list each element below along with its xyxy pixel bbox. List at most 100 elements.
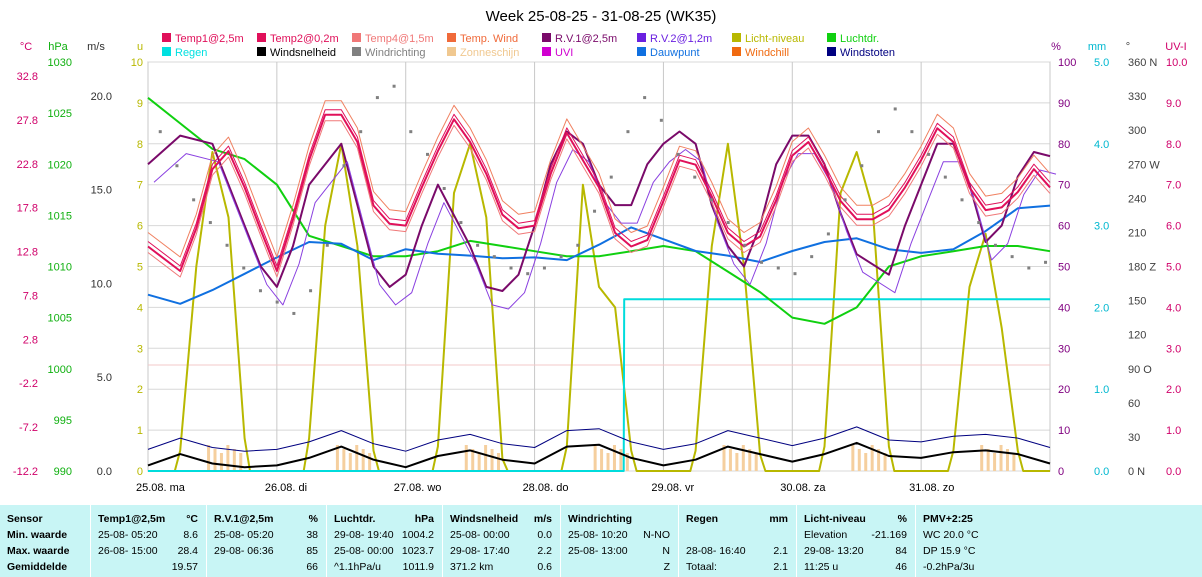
summary-row: 25-08- 05:20 8.6 <box>91 528 206 542</box>
summary-cell-label: 29-08- 06:36 <box>214 545 274 557</box>
sunshine-bar <box>741 445 745 471</box>
light-tick: 8 <box>137 139 143 151</box>
wind-direction-dot <box>325 243 329 247</box>
summary-cell-label: 26-08- 15:00 <box>98 545 158 557</box>
wind-direction-dot <box>843 198 847 202</box>
summary-header-label: Sensor <box>7 513 43 525</box>
summary-header-unit: hPa <box>414 513 434 525</box>
summary-column: PMV+2:25 WC 20.0 °C DP 15.9 °C -0.2hPa/3u <box>915 505 1202 577</box>
humidity-tick: 60 <box>1058 221 1070 233</box>
rv1-line <box>147 130 1051 292</box>
uv-tick: 2.0 <box>1166 384 1181 396</box>
wind-tick: 5.0 <box>97 372 112 384</box>
summary-header-label: Windrichting <box>568 513 633 525</box>
uv-tick: 1.0 <box>1166 425 1181 437</box>
humidity-tick: 80 <box>1058 139 1070 151</box>
summary-cell-value: 84 <box>895 545 907 557</box>
summary-row: Totaal: 2.1 <box>679 560 796 574</box>
temp-unit: °C <box>20 41 32 53</box>
pressure-tick: 1020 <box>48 159 72 171</box>
summary-column: R.V.1@2,5m% 25-08- 05:20 38 29-08- 06:36 85 6… <box>206 505 326 577</box>
direction-tick: 270 W <box>1128 159 1160 171</box>
sunshine-bar <box>748 449 752 471</box>
uv-tick: 5.0 <box>1166 262 1181 274</box>
uv-tick: 6.0 <box>1166 221 1181 233</box>
light-tick: 4 <box>137 302 143 314</box>
summary-header: PMV+2:25 <box>916 512 1202 526</box>
legend-swatch <box>542 47 551 56</box>
pressure-unit: hPa <box>48 41 68 53</box>
temp-tick: 32.8 <box>17 71 38 83</box>
summary-header-label: Regen <box>686 513 719 525</box>
summary-row: DP 15.9 °C <box>916 544 1202 558</box>
sunshine-bar <box>239 453 243 471</box>
summary-row: 25-08- 13:00 N <box>561 544 678 558</box>
sunshine-bar <box>348 453 352 471</box>
summary-cell-label: 25-08- 05:20 <box>98 529 158 541</box>
sunshine-bar <box>754 453 758 471</box>
summary-row: ^1.1hPa/u 1011.9 <box>327 560 442 574</box>
summary-cell-value: 2.2 <box>537 545 552 557</box>
summary-column: Luchtdr. hPa 29-08- 19:40 1004.2 25-08- 00:0… <box>326 505 442 577</box>
sunshine-bar <box>883 453 887 471</box>
direction-tick: 150 <box>1128 296 1146 308</box>
summary-header-unit: °C <box>186 513 198 525</box>
wind-direction-dot <box>576 243 580 247</box>
summary-row: 371.2 km 0.6 <box>443 560 560 574</box>
rain-tick: 0.0 <box>1094 466 1109 478</box>
legend-swatch <box>637 47 646 56</box>
sunshine-bar <box>722 445 726 471</box>
legend-swatch <box>542 33 551 42</box>
summary-row: 25-08- 00:00 0.0 <box>443 528 560 542</box>
summary-cell-label: 11:25 u <box>804 561 839 573</box>
sunshine-bar <box>600 449 604 471</box>
wind-tick: 10.0 <box>91 278 112 290</box>
sunshine-bar <box>477 453 481 471</box>
summary-cell-value: N-NO <box>643 529 670 541</box>
wind-direction-dot <box>242 266 246 270</box>
legend-label: Windsnelheid <box>270 47 336 59</box>
temp4-line <box>147 120 1051 278</box>
summary-cell-value: 66 <box>306 561 318 573</box>
summary-header: Sensor <box>0 512 90 526</box>
sunshine-bar <box>219 453 223 471</box>
summary-cell-label: 29-08- 17:40 <box>450 545 510 557</box>
legend-label: R.V.2@1,2m <box>650 33 712 45</box>
wind-direction-dot <box>509 266 513 270</box>
rain-tick: 4.0 <box>1094 139 1109 151</box>
wind-direction-dot <box>826 232 830 236</box>
summary-cell-label: 25-08- 00:00 <box>334 545 394 557</box>
legend-label: Zonneschijn <box>460 47 519 59</box>
uv-tick: 7.0 <box>1166 180 1181 192</box>
legend-label: R.V.1@2,5m <box>555 33 617 45</box>
wind-direction-dot <box>309 289 313 293</box>
humidity-tick: 0 <box>1058 466 1064 478</box>
summary-row: 28-08- 16:40 2.1 <box>679 544 796 558</box>
summary-header-label: Licht-niveau <box>804 513 866 525</box>
wind-direction-dot <box>927 152 931 156</box>
wind-tick: 20.0 <box>91 91 112 103</box>
summary-cell-label: Max. waarde <box>7 545 70 557</box>
legend-swatch <box>257 33 266 42</box>
light-tick: 0 <box>137 466 143 478</box>
legend-label: Temp1@2,5m <box>175 33 244 45</box>
humidity-tick: 20 <box>1058 384 1070 396</box>
summary-row: 66 <box>207 560 326 574</box>
wind-direction-dot <box>175 164 179 168</box>
summary-row: 25-08- 00:00 1023.7 <box>327 544 442 558</box>
summary-row: Max. waarde <box>0 544 90 558</box>
summary-cell-label: Min. waarde <box>7 529 68 541</box>
wind-direction-dot <box>693 175 697 179</box>
sunshine-bar <box>361 449 365 471</box>
day-label: 29.08. vr <box>651 482 694 494</box>
wind-direction-dot <box>609 175 613 179</box>
direction-unit: ° <box>1126 41 1130 53</box>
sunshine-bar <box>851 445 855 471</box>
wind-direction-dot <box>893 107 897 111</box>
wind-direction-dot <box>977 221 981 225</box>
light-tick: 10 <box>131 57 143 69</box>
pressure-tick: 1015 <box>48 210 72 222</box>
summary-header: Windsnelheid m/s <box>443 512 560 526</box>
wind-direction-dot <box>359 130 363 134</box>
summary-cell-label: 25-08- 10:20 <box>568 529 628 541</box>
